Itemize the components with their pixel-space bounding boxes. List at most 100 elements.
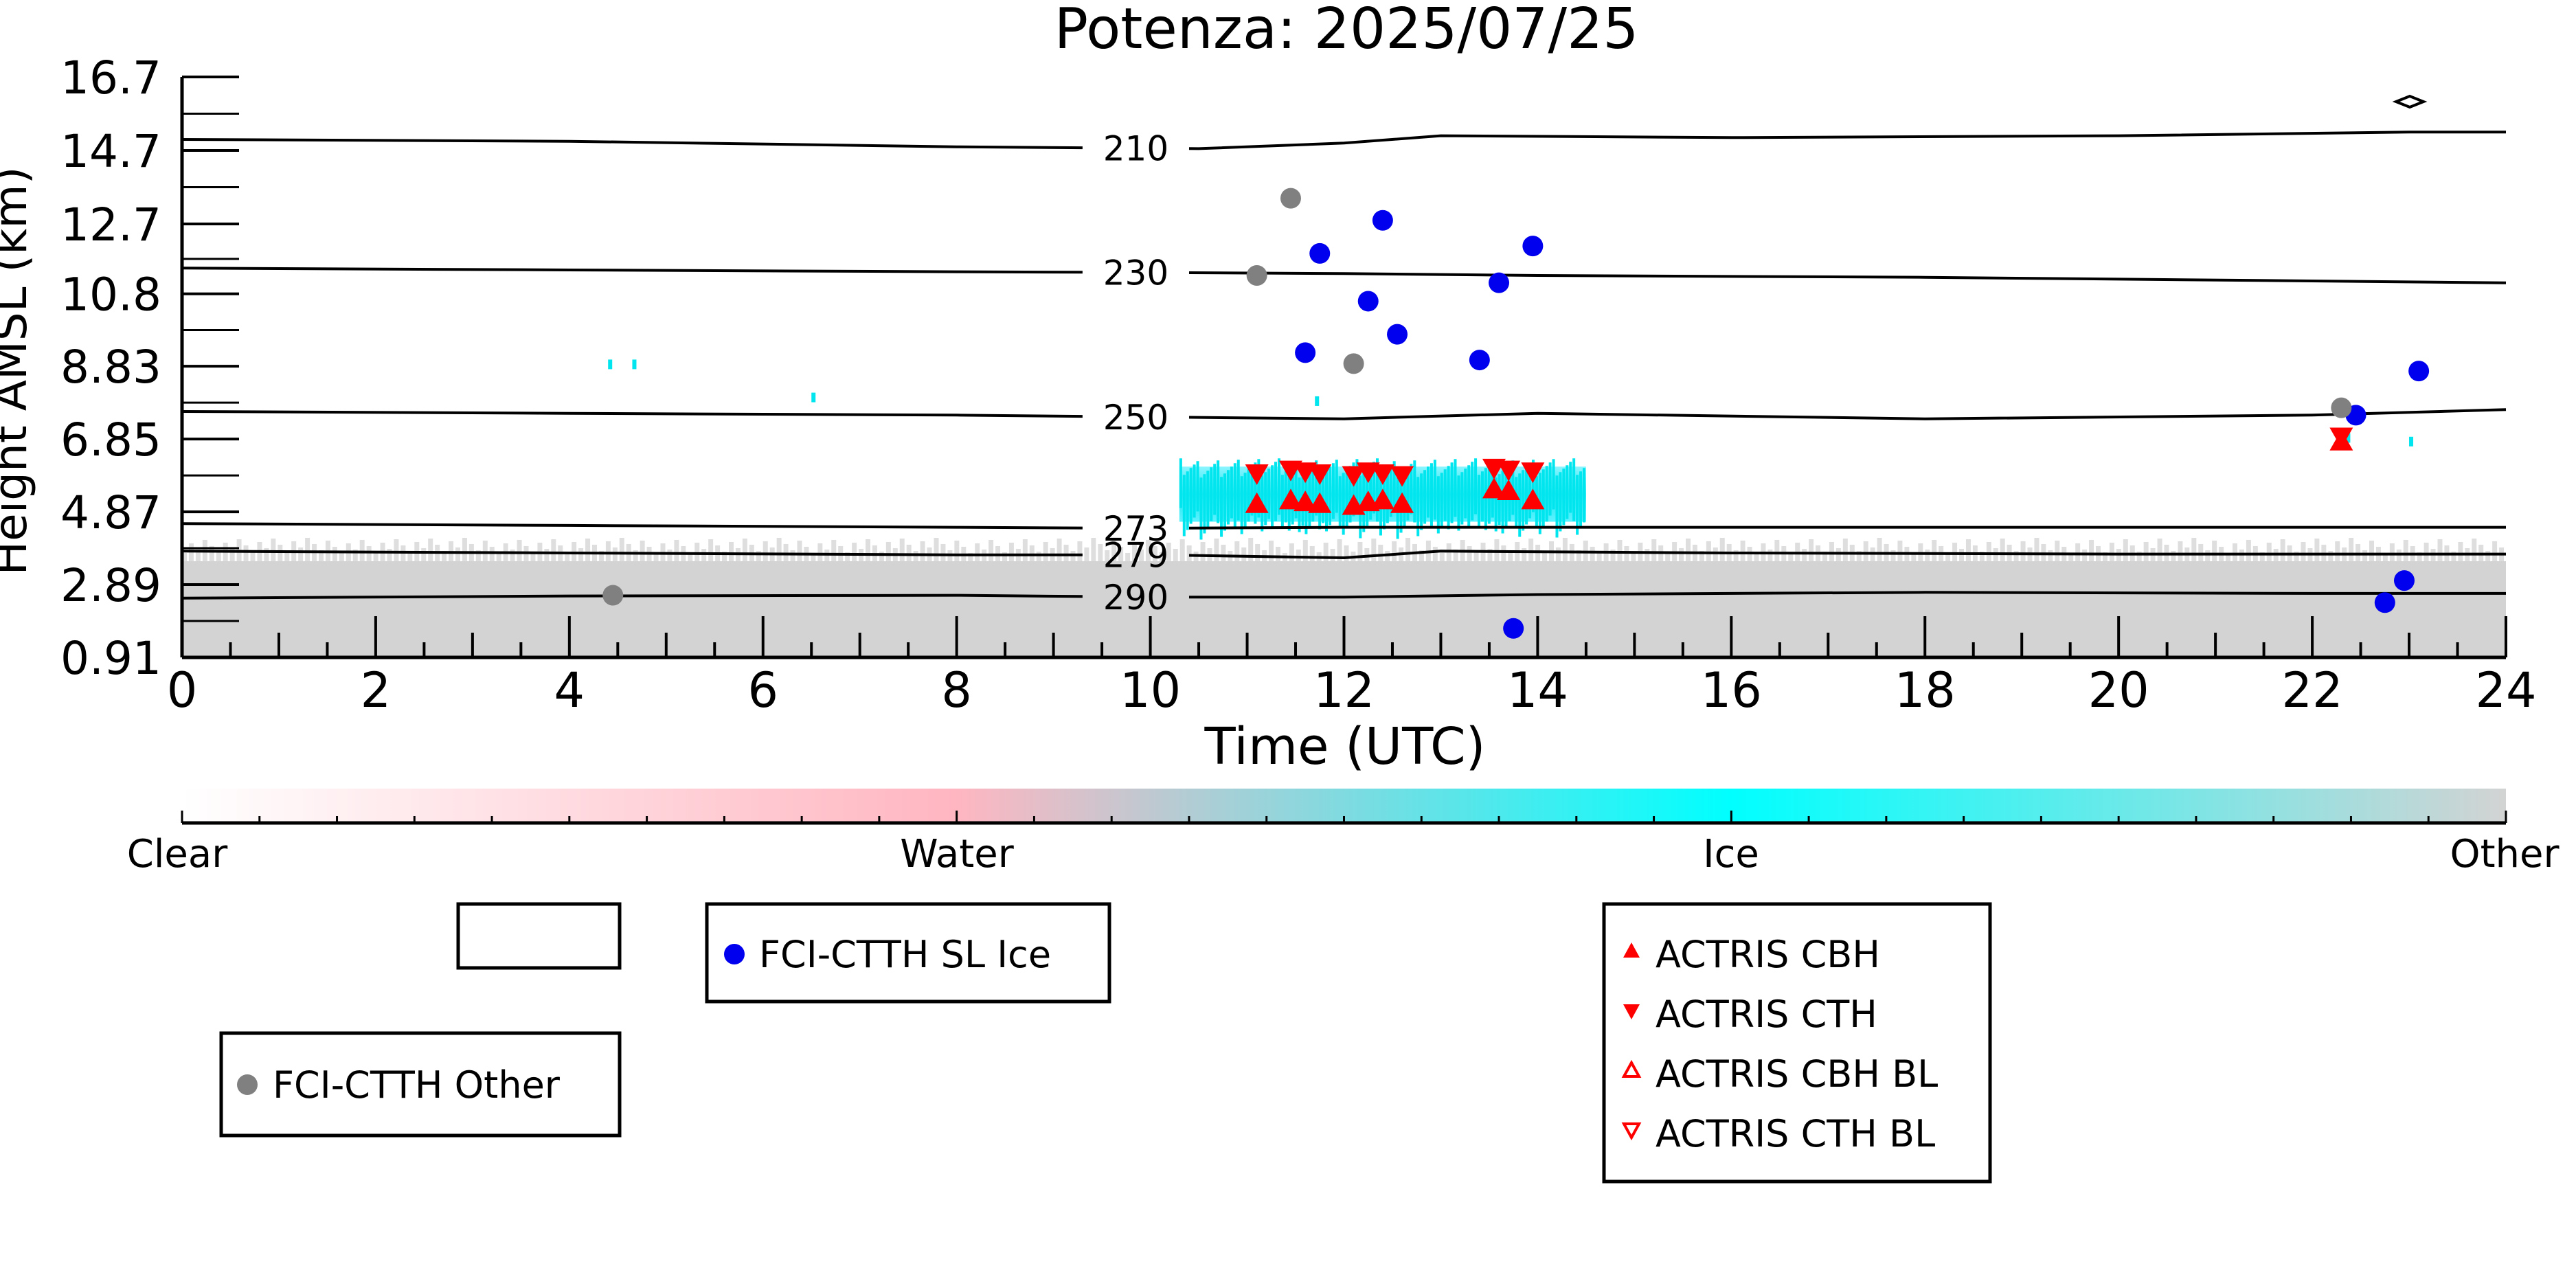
ice-cloud-streak bbox=[1230, 466, 1233, 519]
y-tick-label: 6.85 bbox=[60, 414, 161, 466]
other-layer-speck bbox=[1467, 545, 1472, 561]
ice-cloud-streak bbox=[1484, 468, 1487, 530]
other-layer-speck bbox=[940, 543, 946, 561]
legend-marker-grey-circle bbox=[237, 1074, 258, 1095]
ice-cloud-streak bbox=[1389, 464, 1392, 517]
other-layer-speck bbox=[278, 544, 283, 561]
marker-fci-ctth-sl-ice bbox=[1357, 291, 1379, 312]
chart-title: Potenza: 2025/07/25 bbox=[1054, 0, 1639, 62]
other-layer-speck bbox=[1022, 539, 1028, 561]
ice-cloud-streak bbox=[1525, 466, 1528, 525]
other-layer-speck bbox=[209, 545, 214, 561]
other-layer-speck bbox=[988, 539, 994, 561]
data-markers bbox=[602, 188, 2430, 639]
other-layer-speck bbox=[284, 550, 290, 561]
other-layer-speck bbox=[271, 538, 276, 561]
other-layer-speck bbox=[1897, 540, 1903, 561]
y-tick-label: 2.89 bbox=[60, 559, 161, 612]
ice-cloud-streak bbox=[1572, 458, 1576, 521]
ice-cloud-streak bbox=[1410, 464, 1413, 515]
other-layer-speck bbox=[442, 550, 447, 561]
x-tick-label: 6 bbox=[747, 662, 778, 719]
ice-cloud-streak bbox=[1406, 467, 1410, 521]
ice-cloud-streak bbox=[1213, 464, 1217, 515]
legend-box bbox=[1602, 902, 1992, 1184]
ice-cloud-streak bbox=[1566, 465, 1569, 519]
other-layer-speck bbox=[229, 548, 235, 561]
open-diamond-marker bbox=[2392, 94, 2428, 109]
other-layer-speck bbox=[1863, 541, 1868, 561]
other-layer-speck bbox=[667, 549, 673, 561]
other-layer-speck bbox=[462, 537, 467, 561]
x-tick-label: 18 bbox=[1895, 662, 1956, 719]
other-layer-speck bbox=[598, 550, 604, 561]
other-layer-speck bbox=[407, 551, 413, 561]
ice-cloud-streak bbox=[1372, 462, 1376, 514]
other-layer-speck bbox=[1186, 545, 1192, 561]
other-layer-speck bbox=[1528, 538, 1534, 561]
ice-cloud-streak bbox=[1494, 477, 1498, 532]
other-layer-speck bbox=[2020, 541, 2026, 561]
other-layer-speck bbox=[2102, 552, 2108, 561]
other-layer-speck bbox=[2294, 551, 2299, 561]
other-layer-speck bbox=[1125, 552, 1131, 561]
ice-cloud-streak bbox=[1284, 471, 1287, 523]
marker-fci-ctth-other bbox=[1246, 264, 1267, 286]
other-layer-speck bbox=[1214, 538, 1219, 561]
other-layer-speck bbox=[1965, 539, 1971, 561]
ice-cloud-streak bbox=[1450, 462, 1454, 523]
ice-cloud-streak bbox=[1478, 475, 1481, 528]
ice-cloud-streak bbox=[1186, 471, 1189, 530]
other-layer-speck bbox=[2382, 552, 2388, 561]
other-layer-speck bbox=[1330, 548, 1335, 561]
marker-fci-ctth-other bbox=[602, 585, 624, 606]
legend-fci-ctth-other: FCI-CTTH Other bbox=[219, 1031, 622, 1138]
other-layer-speck bbox=[2075, 543, 2081, 561]
ice-cloud-streak bbox=[1274, 462, 1278, 521]
other-layer-speck bbox=[1166, 542, 1171, 561]
other-layer-speck bbox=[195, 549, 201, 561]
other-layer-speck bbox=[1809, 539, 1814, 561]
other-layer-speck bbox=[1774, 539, 1780, 561]
other-layer-speck bbox=[776, 537, 782, 561]
other-layer-speck bbox=[1522, 547, 1527, 561]
other-layer-speck bbox=[694, 542, 700, 561]
other-layer-speck bbox=[1323, 542, 1329, 561]
other-layer-speck bbox=[1842, 538, 1848, 561]
ice-cloud-streak bbox=[1243, 473, 1247, 528]
contour-label: 279 bbox=[1103, 536, 1168, 576]
cloud-classification-layer bbox=[182, 359, 2506, 657]
x-tick-label: 8 bbox=[941, 662, 972, 719]
ice-cloud-streak bbox=[1236, 460, 1240, 521]
other-layer-speck bbox=[2472, 538, 2477, 561]
other-layer-speck bbox=[1651, 539, 1657, 561]
other-layer-speck bbox=[2259, 552, 2265, 561]
other-layer-speck bbox=[2233, 543, 2237, 561]
other-layer-speck bbox=[2355, 543, 2361, 561]
colorbar-ticks bbox=[181, 811, 2507, 823]
other-layer-speck bbox=[2143, 541, 2149, 561]
other-layer-speck bbox=[2034, 537, 2040, 561]
other-layer-speck bbox=[1719, 537, 1725, 561]
other-layer-speck bbox=[2451, 551, 2456, 561]
ice-cloud-streak bbox=[1392, 461, 1396, 511]
other-layer-speck bbox=[243, 545, 249, 561]
other-layer-speck bbox=[1309, 545, 1315, 561]
other-layer-speck bbox=[1986, 541, 1991, 561]
ice-cloud-streak bbox=[1203, 474, 1206, 534]
other-layer-speck bbox=[1289, 543, 1294, 561]
other-layer-speck bbox=[1221, 544, 1226, 561]
other-layer-speck bbox=[1686, 538, 1691, 561]
other-layer-speck bbox=[1077, 541, 1083, 561]
ice-cloud-speck bbox=[1315, 396, 1320, 406]
other-layer-speck bbox=[762, 541, 768, 561]
other-layer-speck bbox=[1105, 550, 1110, 561]
ice-cloud-streak bbox=[1576, 475, 1579, 535]
ice-cloud-streak bbox=[1217, 460, 1220, 523]
other-layer-speck bbox=[2205, 550, 2211, 561]
other-layer-speck bbox=[2212, 540, 2217, 561]
other-layer-speck bbox=[1576, 550, 1581, 561]
other-layer-speck bbox=[510, 549, 515, 561]
contour-line bbox=[181, 522, 1083, 530]
